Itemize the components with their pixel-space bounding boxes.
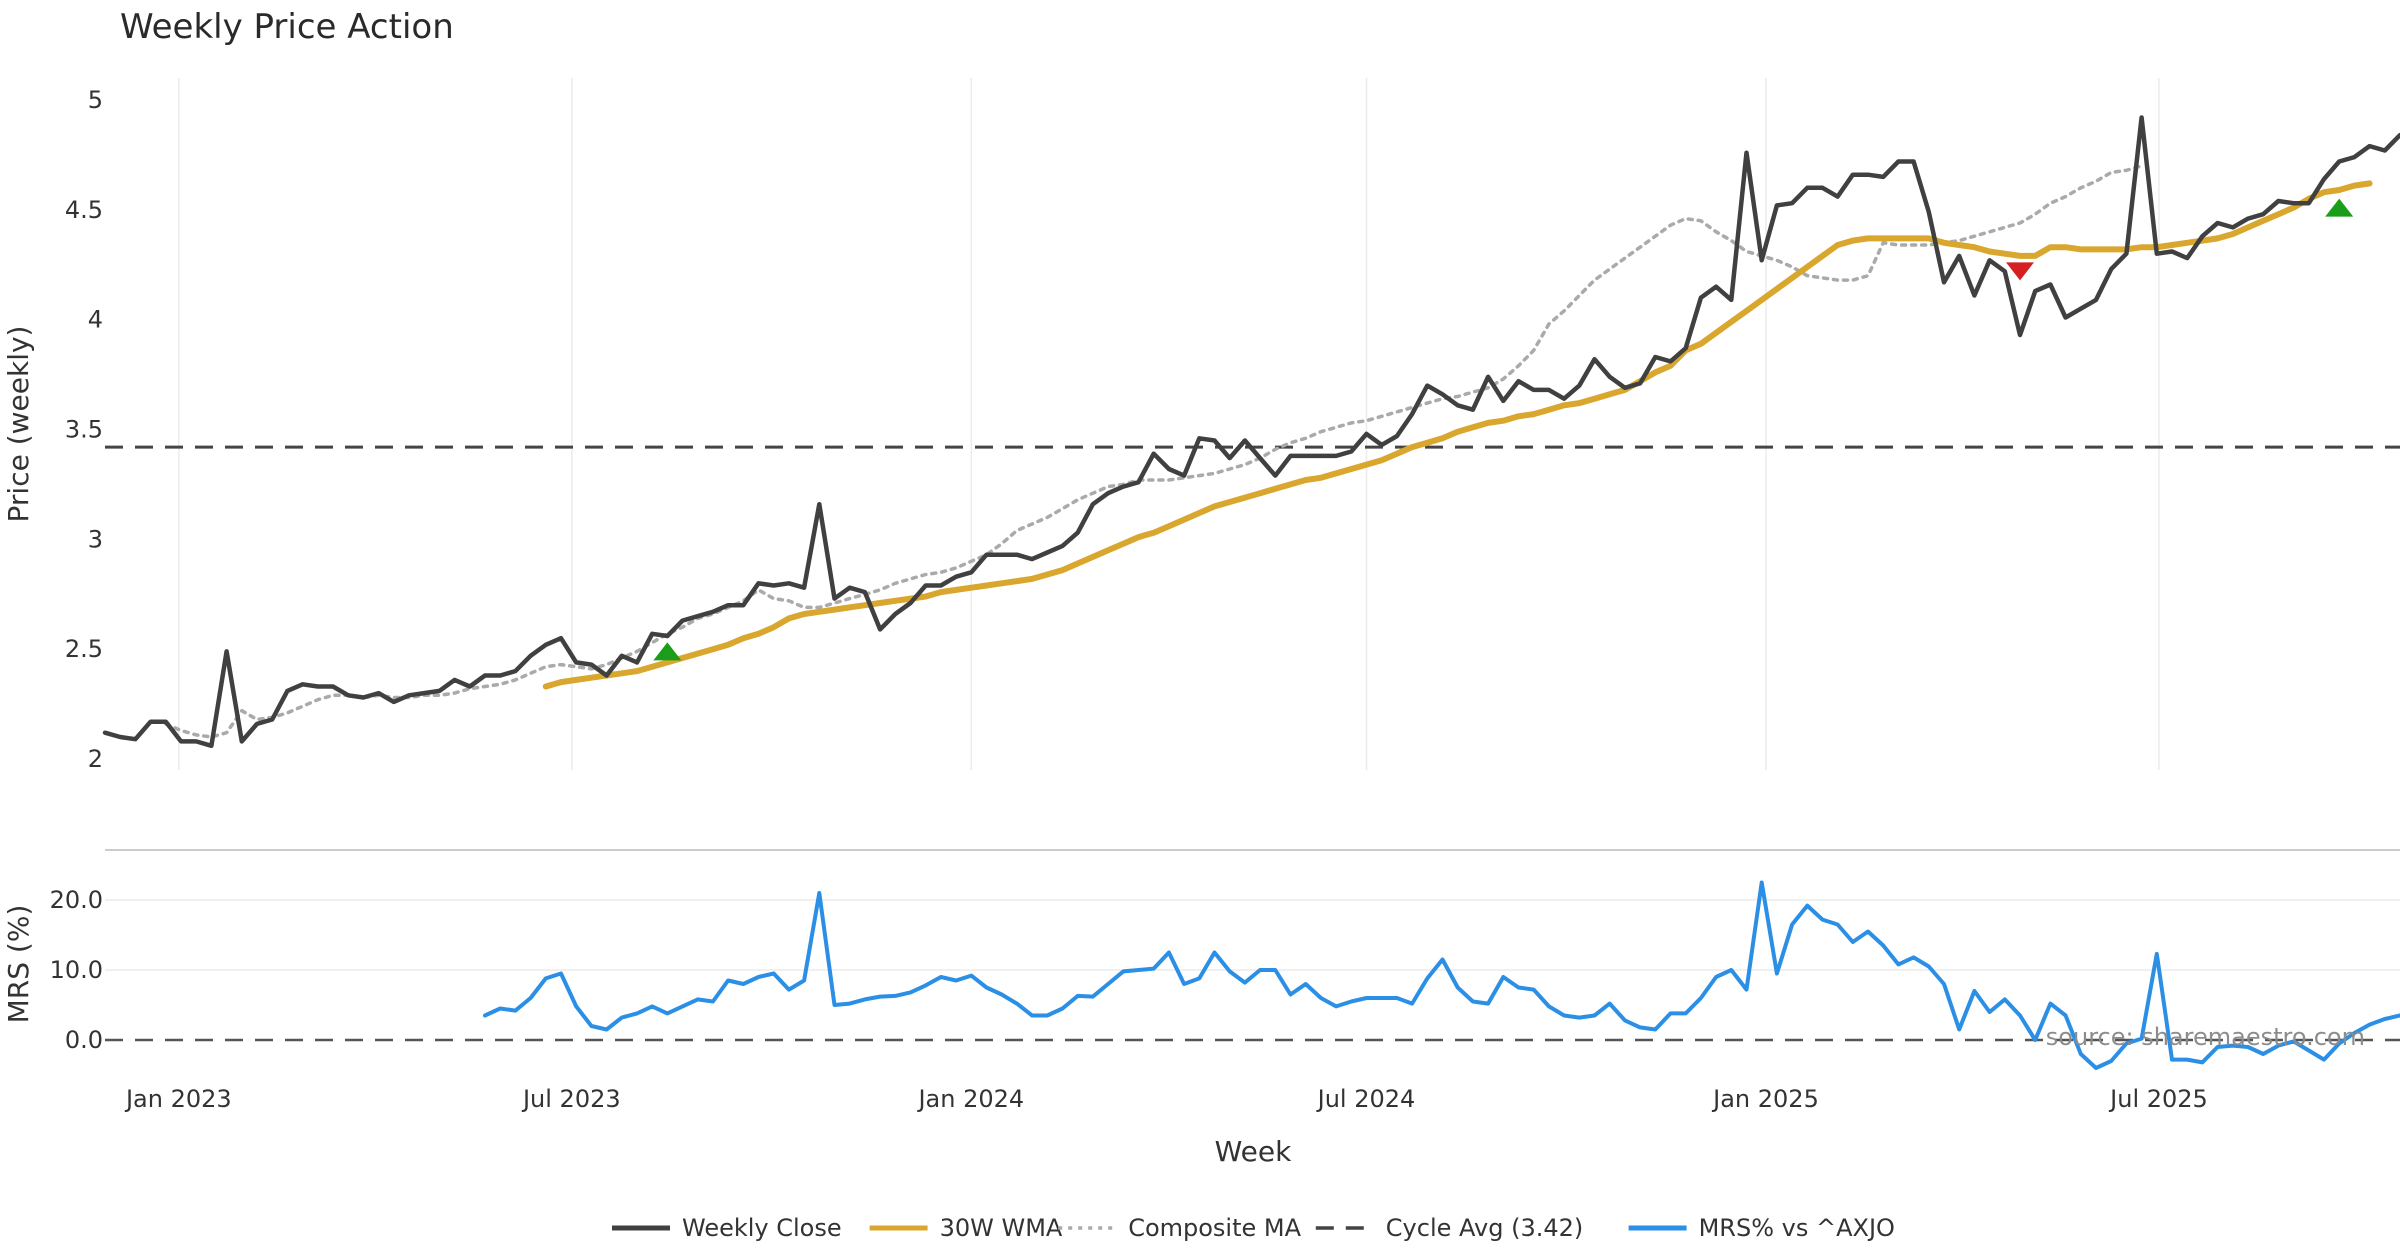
price-y-tick-label: 5 (88, 86, 103, 114)
legend-label-weekly-close: Weekly Close (682, 1214, 842, 1242)
x-tick-label: Jan 2024 (916, 1085, 1024, 1113)
series-line-30w-wma (542, 180, 2373, 690)
buy-signal-marker (2325, 198, 2354, 217)
legend-label-30w-wma: 30W WMA (940, 1214, 1063, 1242)
series-line-mrs-vs-axjo (483, 880, 2400, 1070)
x-tick-label: Jul 2025 (2108, 1085, 2208, 1113)
series-line-composite-ma (164, 164, 2144, 739)
signal-markers (653, 198, 2354, 661)
mrs-y-ticks: 0.0 10.0 20.0 (50, 886, 103, 1054)
mrs-panel-grid (105, 899, 2400, 1042)
x-tick-label: Jul 2024 (1316, 1085, 1416, 1113)
price-y-tick-label: 4 (88, 306, 103, 334)
source-note: source: sharemaestro.com (2046, 1023, 2365, 1051)
price-y-tick-label: 4.5 (65, 196, 103, 224)
mrs-y-tick-label: 10.0 (50, 956, 103, 984)
sell-signal-marker (2006, 262, 2035, 281)
legend-label-mrs-vs-axjo: MRS% vs ^AXJO (1699, 1214, 1895, 1242)
price-series-group (102, 115, 2400, 749)
price-y-tick-label: 2 (88, 745, 103, 773)
price-y-axis-title: Price (weekly) (2, 326, 35, 523)
x-tick-label: Jan 2025 (1711, 1085, 1819, 1113)
legend-label-composite-ma: Composite MA (1128, 1214, 1301, 1242)
price-y-tick-label: 2.5 (65, 635, 103, 663)
mrs-y-tick-label: 20.0 (50, 886, 103, 914)
price-y-tick-label: 3 (88, 525, 103, 553)
series-line-weekly-close (102, 115, 2400, 749)
price-y-ticks: 2 2.5 3 3.5 4 4.5 5 (65, 86, 103, 773)
x-tick-label: Jul 2023 (521, 1085, 621, 1113)
price-panel-grid (178, 78, 2160, 770)
x-ticks: Jan 2023 Jul 2023 Jan 2024 Jul 2024 Jan 2025… (124, 1085, 2208, 1113)
x-tick-label: Jan 2023 (124, 1085, 232, 1113)
buy-signal-marker (653, 642, 682, 661)
legend: Weekly Close 30W WMA Composite MA Cycle Avg… (612, 1214, 1895, 1242)
price-y-tick-label: 3.5 (65, 415, 103, 443)
mrs-series-group (483, 880, 2400, 1070)
x-axis-title: Week (1215, 1135, 1292, 1168)
legend-label-cycle-avg-3-42: Cycle Avg (3.42) (1386, 1214, 1583, 1242)
chart-title: Weekly Price Action (120, 7, 454, 47)
mrs-y-tick-label: 0.0 (65, 1026, 103, 1054)
mrs-y-axis-title: MRS (%) (2, 905, 35, 1024)
